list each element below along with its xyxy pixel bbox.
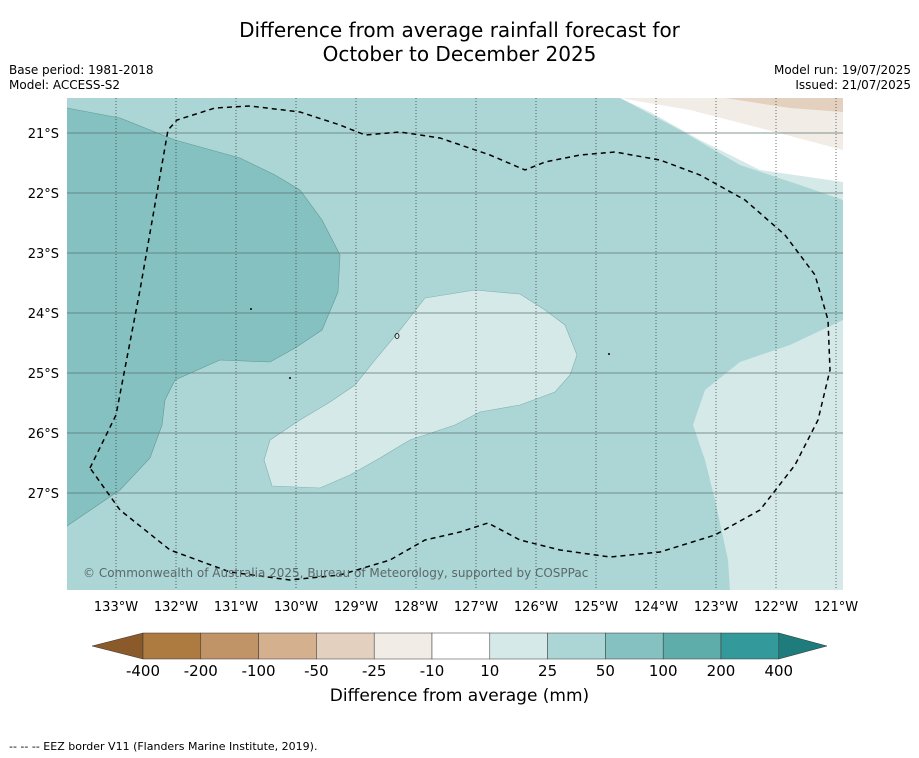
- island-marker: [250, 308, 252, 310]
- colorbar-tick-label: -50: [304, 662, 329, 680]
- colorbar-tick-label: 10: [480, 662, 499, 680]
- eez-border: [89, 105, 831, 581]
- title-line-2: October to December 2025: [322, 42, 597, 66]
- meta-right: Model run: 19/07/2025 Issued: 21/07/2025: [774, 63, 911, 93]
- island-marker: [608, 353, 610, 355]
- island-marker: [394, 333, 400, 339]
- latitude-label: 26°S: [28, 427, 59, 442]
- latitude-label: 25°S: [28, 367, 59, 382]
- colorbar-tick-label: -400: [126, 662, 160, 680]
- eez-footnote: -- -- -- EEZ border V11 (Flanders Marine…: [9, 740, 318, 753]
- colorbar-segment: [489, 632, 548, 660]
- latitude-label: 23°S: [28, 247, 59, 262]
- latitude-label: 21°S: [28, 127, 59, 142]
- latitude-label: 27°S: [28, 487, 59, 502]
- longitude-label: 129°W: [334, 600, 378, 615]
- longitude-label: 121°W: [814, 600, 858, 615]
- colorbar-segment: [373, 632, 433, 660]
- map-plot-area: © Commonwealth of Australia 2025, Bureau…: [67, 98, 843, 590]
- longitude-label: 123°W: [694, 600, 738, 615]
- title-line-1: Difference from average rainfall forecas…: [239, 18, 680, 42]
- colorbar-segment: [316, 632, 375, 660]
- longitude-gridlines: [115, 98, 837, 590]
- longitude-label: 130°W: [274, 600, 318, 615]
- copyright-notice: © Commonwealth of Australia 2025, Bureau…: [83, 566, 588, 580]
- latitude-label: 24°S: [28, 307, 59, 322]
- colorbar-extend-low: [91, 632, 144, 660]
- latitude-label: 22°S: [28, 187, 59, 202]
- colorbar-tick-label: -25: [362, 662, 387, 680]
- longitude-label: 132°W: [154, 600, 198, 615]
- colorbar-segment: [258, 632, 317, 660]
- colorbar-tick-label: 100: [649, 662, 678, 680]
- colorbar-tick-label: -10: [420, 662, 445, 680]
- longitude-label: 131°W: [214, 600, 258, 615]
- colorbar-tick-label: -100: [242, 662, 276, 680]
- longitude-label: 127°W: [454, 600, 498, 615]
- colorbar-segment: [431, 632, 491, 660]
- longitude-labels: 133°W 132°W 131°W 130°W 129°W 128°W 127°W 126°W…: [94, 600, 858, 615]
- rain-band-minus-10-25: [620, 98, 843, 150]
- map-title: Difference from average rainfall forecas…: [0, 18, 919, 66]
- issued-date: Issued: 21/07/2025: [795, 78, 911, 92]
- colorbar-segment: [720, 632, 780, 660]
- longitude-label: 133°W: [94, 600, 138, 615]
- colorbar-tick-label: 25: [538, 662, 557, 680]
- longitude-label: 126°W: [514, 600, 558, 615]
- latitude-labels: 21°S 22°S 23°S 24°S 25°S 26°S 27°S: [28, 127, 59, 502]
- rain-band-minus-25-50: [725, 98, 843, 112]
- model-run: Model run: 19/07/2025: [773, 63, 911, 77]
- colorbar-tick-label: 400: [764, 662, 793, 680]
- colorbar-title: Difference from average (mm): [329, 686, 590, 706]
- longitude-label: 128°W: [394, 600, 438, 615]
- colorbar-segment: [605, 632, 664, 660]
- colorbar-segment: [547, 632, 606, 660]
- colorbar-extend-high: [778, 632, 828, 660]
- contour-line: [263, 289, 578, 489]
- longitude-label: 122°W: [754, 600, 798, 615]
- colorbar: -400 -200 -100 -50 -25 -10 10 25 50 100 200 400: [91, 632, 828, 680]
- colorbar-segment: [662, 632, 722, 660]
- island-marker: [289, 377, 291, 379]
- rain-band-50-100: [67, 108, 340, 526]
- colorbar-segment: [142, 632, 202, 660]
- meta-left: Base period: 1981-2018 Model: ACCESS-S2: [9, 63, 154, 93]
- contour-line: [67, 107, 341, 527]
- colorbar-tick-label: 200: [707, 662, 736, 680]
- latitude-gridlines: [67, 132, 843, 494]
- model-name: Model: ACCESS-S2: [9, 78, 121, 92]
- rain-band-10-25-east: [693, 205, 843, 590]
- colorbar-tick-label: 50: [596, 662, 615, 680]
- colorbar-tick-label: -200: [184, 662, 218, 680]
- longitude-label: 124°W: [634, 600, 678, 615]
- colorbar-segment: [200, 632, 259, 660]
- longitude-label: 125°W: [574, 600, 618, 615]
- rain-band-10-25-central: [264, 290, 577, 488]
- base-period: Base period: 1981-2018: [9, 63, 154, 77]
